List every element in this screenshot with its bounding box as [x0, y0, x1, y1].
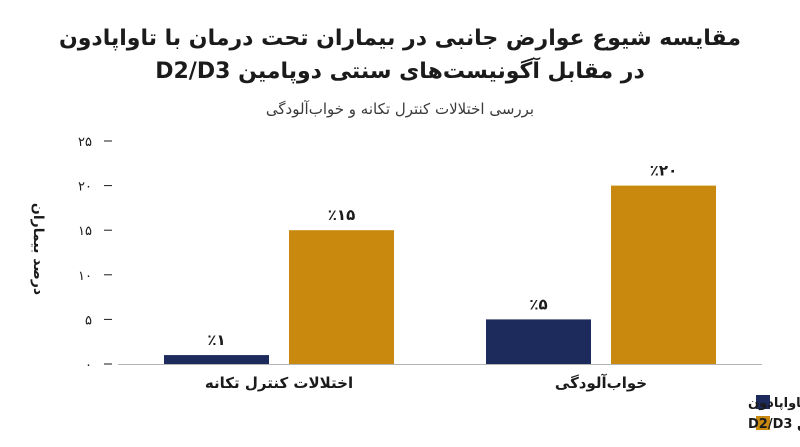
y-axis-ticks: ۰ ۵ ۱۰ ۱۵ ۲۰ ۲۵ — [78, 135, 112, 373]
chart-title-line-1: مقایسه شیوع عوارض جانبی در بیماران تحت د… — [59, 26, 741, 51]
legend-swatch — [756, 395, 770, 409]
bar-data-label: ٪۱ — [207, 331, 225, 349]
bar-data-label: ٪۲۰ — [650, 162, 677, 180]
legend: تاواپادون آگونیست‌های سنتی دوپامین D2/D3 — [748, 395, 800, 432]
y-tick-label: ۱۵ — [78, 224, 92, 239]
legend-swatch — [756, 416, 770, 430]
legend-label: آگونیست‌های سنتی دوپامین D2/D3 — [748, 415, 800, 432]
y-tick-label: ۵ — [85, 313, 92, 328]
chart-title-line-2: در مقابل آگونیست‌های سنتی دوپامین D2/D3 — [155, 56, 645, 84]
y-tick-label: ۰ — [85, 358, 92, 373]
data-labels-group: ٪۱ ٪۱۵ ٪۵ ٪۲۰ — [207, 162, 677, 349]
y-tick-label: ۱۰ — [78, 269, 92, 284]
bar — [164, 355, 269, 364]
y-tick-label: ۲۵ — [78, 135, 92, 150]
x-category-label: اختلالات کنترل تکانه — [205, 374, 353, 392]
y-axis-label: درصد بیماران — [30, 203, 46, 295]
category-labels-group: اختلالات کنترل تکانه خواب‌آلودگی — [205, 374, 647, 392]
x-category-label: خواب‌آلودگی — [555, 374, 647, 392]
bar — [611, 185, 716, 364]
bar-data-label: ٪۱۵ — [328, 206, 355, 224]
bars-group — [164, 185, 716, 364]
y-tick-label: ۲۰ — [78, 180, 92, 195]
bar — [486, 319, 591, 364]
chart-subtitle: بررسی اختلالات کنترل تکانه و خواب‌آلودگی — [266, 100, 534, 118]
legend-label: تاواپادون — [748, 396, 800, 411]
bar-data-label: ٪۵ — [529, 295, 547, 313]
bar — [289, 230, 394, 364]
